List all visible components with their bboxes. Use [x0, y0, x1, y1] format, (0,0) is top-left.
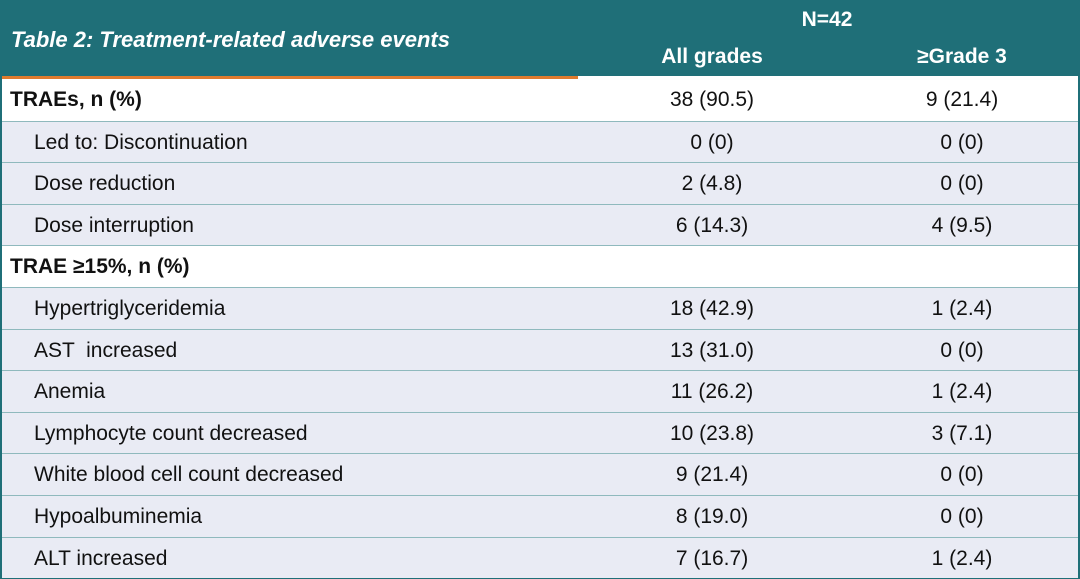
cell-all-grades: 13 (31.0) [669, 338, 755, 362]
cell-all-grades: 10 (23.8) [669, 421, 755, 445]
cell-all-grades: 18 (42.9) [669, 296, 755, 320]
cell-all-grades: 9 (21.4) [675, 463, 749, 487]
cell-all-grades: 38 (90.5) [669, 88, 755, 111]
cell-all-grades: 7 (16.7) [675, 546, 749, 570]
table-body: TRAEs, n (%) 38 (90.5) 9 (21.4) Led to: … [2, 79, 1078, 579]
row-label: Dose interruption [34, 213, 194, 237]
cell-grade3: 4 (9.5) [931, 213, 993, 237]
table-row: TRAE ≥15%, n (%) [2, 245, 1078, 287]
cell-all-grades: 2 (4.8) [681, 172, 743, 196]
cell-all-grades: 6 (14.3) [675, 213, 749, 237]
cell-all-grades: 0 (0) [690, 130, 734, 154]
cell-grade3: 0 (0) [940, 504, 984, 528]
table-row: TRAEs, n (%) 38 (90.5) 9 (21.4) [2, 79, 1078, 121]
table-row: AST increased 13 (31.0) 0 (0) [2, 328, 1078, 371]
cell-grade3: 3 (7.1) [931, 421, 993, 445]
table-row: Led to: Discontinuation 0 (0) 0 (0) [2, 120, 1078, 163]
table-row: Hypertriglyceridemia 18 (42.9) 1 (2.4) [2, 286, 1078, 329]
table-row: ALT increased 7 (16.7) 1 (2.4) [2, 536, 1078, 579]
cell-grade3: 0 (0) [940, 338, 984, 362]
cell-grade3: 0 (0) [940, 463, 984, 487]
table-row: White blood cell count decreased 9 (21.4… [2, 453, 1078, 495]
cell-all-grades: 8 (19.0) [675, 504, 749, 528]
table-row: Lymphocyte count decreased 10 (23.8) 3 (… [2, 411, 1078, 454]
row-label: TRAE ≥15%, n (%) [10, 255, 190, 279]
cell-grade3: 1 (2.4) [931, 546, 993, 570]
cell-grade3: 0 (0) [940, 172, 984, 196]
row-label: ALT increased [34, 546, 168, 570]
table-header: Table 2: Treatment-related adverse event… [2, 2, 1078, 79]
column-header-grade3: ≥Grade 3 [917, 45, 1007, 68]
table-title: Table 2: Treatment-related adverse event… [11, 27, 450, 52]
header-accent-line [2, 76, 578, 79]
table-row: Anemia 11 (26.2) 1 (2.4) [2, 370, 1078, 412]
row-label: AST increased [34, 338, 178, 362]
row-label: Dose reduction [34, 172, 176, 196]
cell-grade3: 0 (0) [940, 130, 984, 154]
table-row: Hypoalbuminemia 8 (19.0) 0 (0) [2, 494, 1078, 537]
table-row: Dose reduction 2 (4.8) 0 (0) [2, 162, 1078, 204]
row-label: Led to: Discontinuation [34, 130, 248, 154]
row-label: Lymphocyte count decreased [34, 421, 308, 445]
cell-grade3: 1 (2.4) [931, 296, 993, 320]
cell-all-grades: 11 (26.2) [670, 380, 754, 404]
row-label: TRAEs, n (%) [10, 88, 142, 111]
row-label: White blood cell count decreased [34, 463, 344, 487]
sample-size-label: N=42 [801, 8, 853, 31]
row-label: Hypoalbuminemia [34, 504, 203, 528]
row-label: Hypertriglyceridemia [34, 296, 226, 320]
cell-grade3: 1 (2.4) [931, 380, 993, 404]
cell-grade3: 9 (21.4) [925, 88, 999, 111]
row-label: Anemia [34, 380, 106, 404]
column-header-all-grades: All grades [661, 45, 763, 68]
table-row: Dose interruption 6 (14.3) 4 (9.5) [2, 203, 1078, 246]
